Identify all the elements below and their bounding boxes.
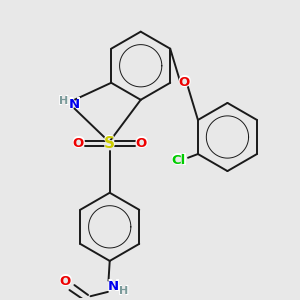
Text: N: N	[107, 280, 118, 293]
Text: H: H	[118, 284, 130, 298]
Text: S: S	[104, 136, 115, 151]
Text: O: O	[135, 136, 148, 151]
Text: O: O	[177, 75, 191, 90]
Text: O: O	[71, 136, 85, 151]
Text: Cl: Cl	[170, 153, 188, 168]
Text: H: H	[57, 94, 69, 108]
Text: Cl: Cl	[172, 154, 186, 167]
Text: O: O	[59, 275, 70, 289]
Text: N: N	[106, 279, 120, 294]
Text: O: O	[178, 76, 190, 89]
Text: O: O	[136, 137, 147, 150]
Text: S: S	[103, 134, 116, 152]
Text: N: N	[68, 97, 81, 112]
Text: N: N	[69, 98, 80, 111]
Text: H: H	[119, 286, 129, 296]
Text: O: O	[58, 274, 71, 290]
Text: O: O	[73, 137, 84, 150]
Text: H: H	[58, 96, 68, 106]
